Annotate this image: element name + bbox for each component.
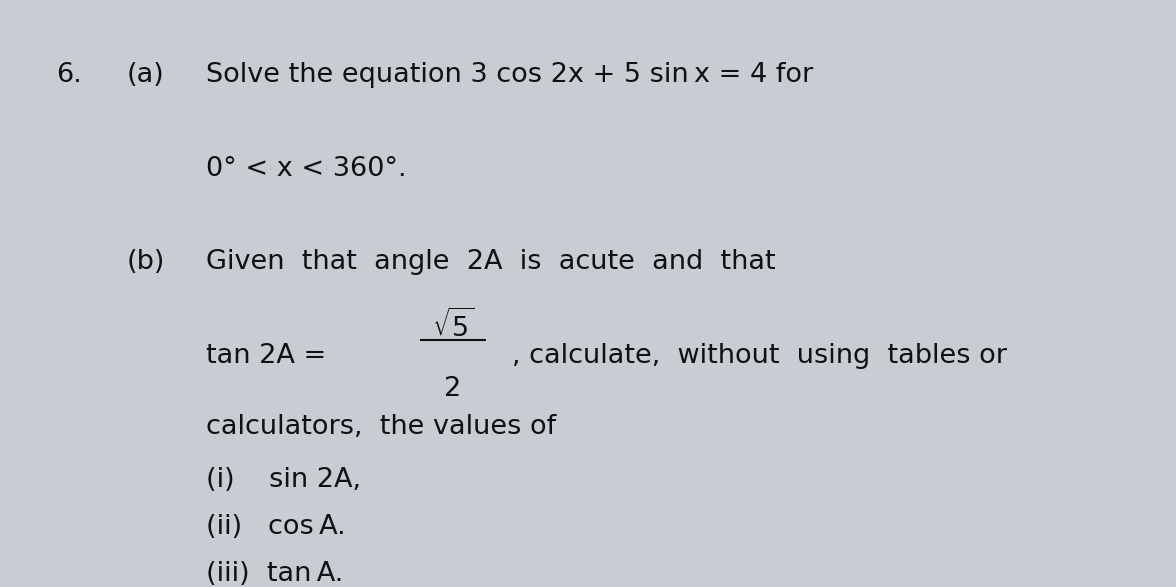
Text: 0° < x < 360°.: 0° < x < 360°. xyxy=(206,156,406,181)
Text: 2: 2 xyxy=(445,376,461,402)
Text: (iii)  tan A.: (iii) tan A. xyxy=(206,561,343,586)
Text: (i)    sin 2A,: (i) sin 2A, xyxy=(206,467,361,492)
Text: (b): (b) xyxy=(127,249,166,275)
Text: Solve the equation 3 cos 2x + 5 sin x = 4 for: Solve the equation 3 cos 2x + 5 sin x = … xyxy=(206,62,813,87)
Text: $\sqrt{5}$: $\sqrt{5}$ xyxy=(432,308,474,343)
Text: Given  that  angle  2A  is  acute  and  that: Given that angle 2A is acute and that xyxy=(206,249,775,275)
Text: 6.: 6. xyxy=(56,62,82,87)
Text: tan 2A =: tan 2A = xyxy=(206,343,335,369)
Text: calculators,  the values of: calculators, the values of xyxy=(206,414,556,440)
Text: (a): (a) xyxy=(127,62,165,87)
Text: (ii)   cos A.: (ii) cos A. xyxy=(206,514,346,539)
Text: , calculate,  without  using  tables or: , calculate, without using tables or xyxy=(512,343,1007,369)
